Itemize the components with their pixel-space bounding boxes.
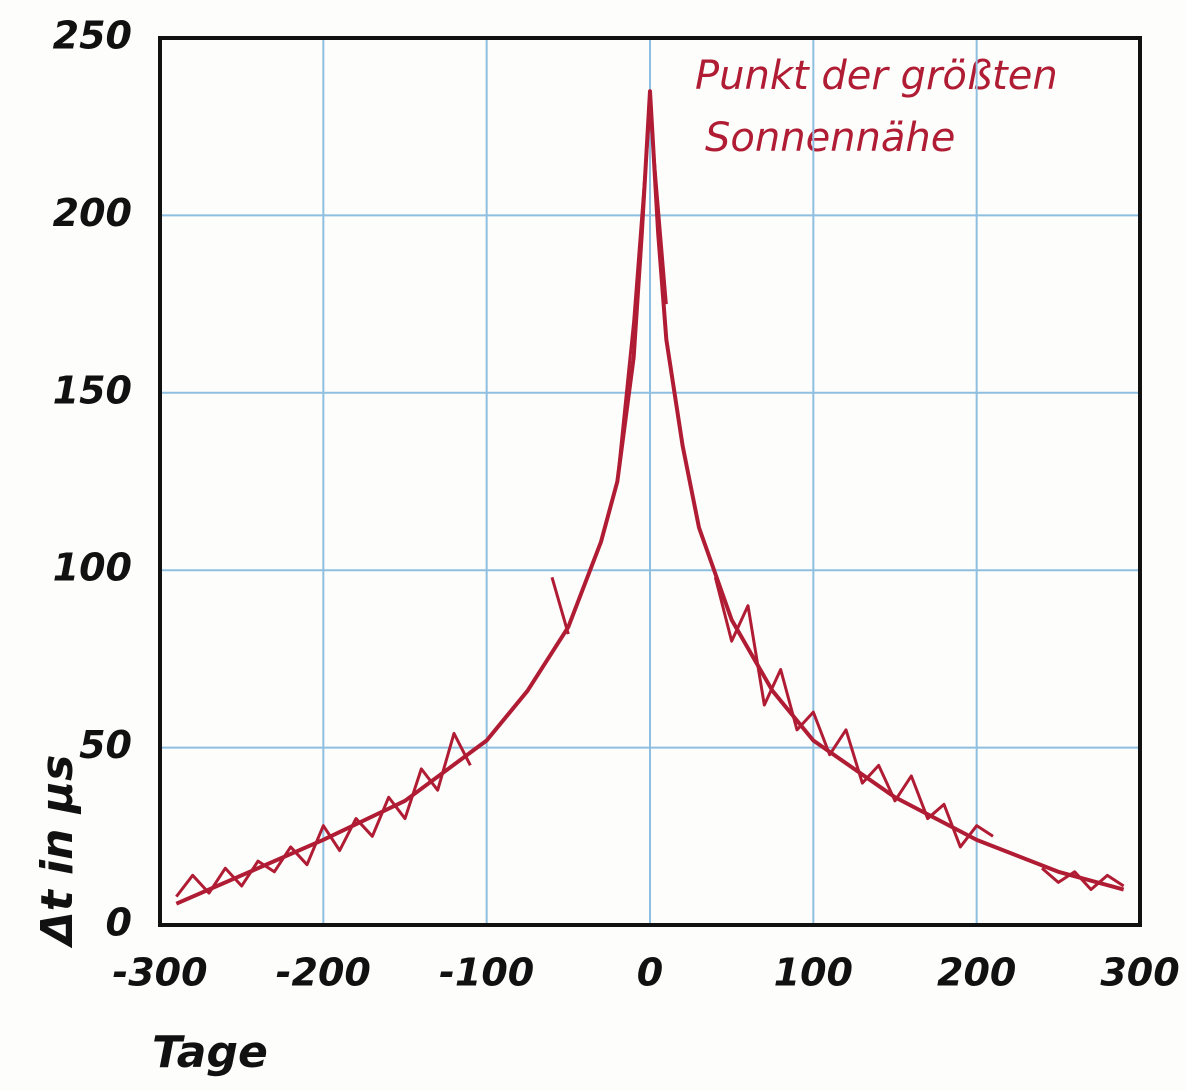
x-tick-label: 300 [1100,951,1179,995]
x-tick-label: 0 [637,951,663,995]
x-tick-label: -300 [112,951,207,995]
y-tick-label: 50 [79,723,132,767]
fit-curve [175,89,1125,906]
x-tick-label: 200 [937,951,1016,995]
y-tick-label: 100 [53,546,132,590]
plot-frame [158,36,1142,927]
measurement-line [175,107,1125,898]
y-tick-label: 200 [53,191,132,235]
y-tick-label: 150 [53,368,132,412]
x-axis-label: Tage [152,1027,268,1078]
annotation: Punkt der größten [695,53,1058,99]
annotation: Sonnennähe [705,115,955,161]
x-tick-label: -200 [276,951,371,995]
x-tick-label: -100 [439,951,534,995]
y-tick-label: 250 [53,14,132,58]
y-tick-label: 0 [106,901,132,945]
y-axis-label: Δt in μs [32,755,83,949]
x-tick-label: 100 [774,951,853,995]
